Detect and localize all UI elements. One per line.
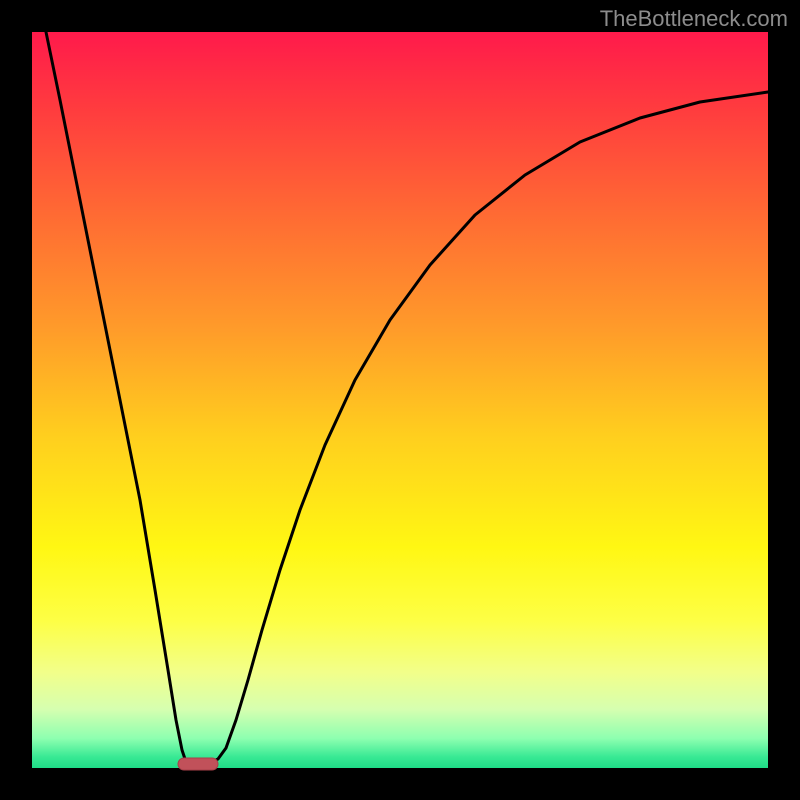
watermark-text: TheBottleneck.com <box>600 6 788 32</box>
valley-marker <box>178 758 218 770</box>
plot-area <box>32 32 768 768</box>
curve-layer <box>0 0 800 800</box>
bottleneck-curve <box>46 32 768 764</box>
